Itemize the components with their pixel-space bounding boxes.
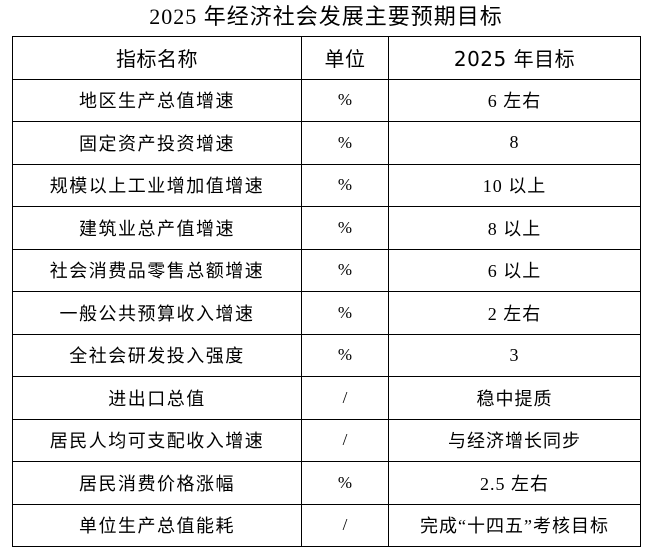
table-row: 地区生产总值增速 % 6 左右	[12, 78, 641, 122]
column-header-target: 2025 年目标	[388, 36, 641, 80]
table-row: 单位生产总值能耗 / 完成“十四五”考核目标	[12, 503, 641, 547]
unit-text: /	[342, 387, 348, 407]
table-row: 居民消费价格涨幅 % 2.5 左右	[12, 461, 641, 505]
unit-text: %	[337, 472, 353, 492]
economic-goals-table: 指标名称 单位 2025 年目标 地区生产总值增速 %	[12, 36, 641, 547]
target-text: 3	[509, 344, 520, 365]
unit-text: %	[337, 132, 353, 152]
table-row: 一般公共预算收入增速 % 2 左右	[12, 291, 641, 335]
unit-text: %	[337, 302, 353, 322]
target-text: 8	[509, 132, 520, 153]
cell-indicator: 一般公共预算收入增速	[12, 291, 302, 335]
indicator-text: 固定资产投资增速	[79, 133, 235, 154]
cell-indicator: 全社会研发投入强度	[12, 333, 302, 377]
indicator-text: 地区生产总值增速	[79, 91, 235, 112]
target-text: 与经济增长同步	[448, 431, 581, 452]
indicator-text: 社会消费品零售总额增速	[49, 261, 265, 282]
unit-text: /	[342, 430, 348, 450]
target-text: 6 左右	[487, 91, 542, 112]
cell-unit: %	[301, 206, 389, 250]
indicator-text: 进出口总值	[108, 388, 206, 409]
target-text: 8 以上	[487, 218, 542, 239]
unit-text: %	[337, 90, 353, 110]
cell-unit: %	[301, 291, 389, 335]
indicator-text: 居民消费价格涨幅	[79, 473, 235, 494]
cell-target: 稳中提质	[388, 376, 641, 420]
cell-indicator: 单位生产总值能耗	[12, 503, 302, 547]
target-text: 10 以上	[482, 176, 547, 197]
cell-target: 与经济增长同步	[388, 418, 641, 462]
page-title: 2025 年经济社会发展主要预期目标	[149, 4, 503, 29]
cell-target: 完成“十四五”考核目标	[388, 503, 641, 547]
cell-indicator: 地区生产总值增速	[12, 78, 302, 122]
unit-text: /	[342, 515, 348, 535]
cell-target: 10 以上	[388, 163, 641, 207]
table-row: 全社会研发投入强度 % 3	[12, 333, 641, 377]
cell-indicator: 社会消费品零售总额增速	[12, 248, 302, 292]
indicator-text: 居民人均可支配收入增速	[49, 431, 265, 452]
table-row: 规模以上工业增加值增速 % 10 以上	[12, 163, 641, 207]
column-header-unit: 单位	[301, 36, 389, 80]
table-row: 居民人均可支配收入增速 / 与经济增长同步	[12, 418, 641, 462]
cell-target: 2.5 左右	[388, 461, 641, 505]
unit-text: %	[337, 345, 353, 365]
cell-target: 6 左右	[388, 78, 641, 122]
cell-indicator: 规模以上工业增加值增速	[12, 163, 302, 207]
target-text: 6 以上	[487, 261, 542, 282]
cell-unit: %	[301, 78, 389, 122]
table-header: 指标名称 单位 2025 年目标	[12, 36, 641, 80]
cell-unit: %	[301, 248, 389, 292]
cell-indicator: 进出口总值	[12, 376, 302, 420]
cell-target: 3	[388, 333, 641, 377]
cell-target: 6 以上	[388, 248, 641, 292]
cell-unit: %	[301, 461, 389, 505]
cell-target: 8	[388, 121, 641, 165]
goals-table-container: 指标名称 单位 2025 年目标 地区生产总值增速 %	[12, 36, 641, 547]
cell-unit: %	[301, 163, 389, 207]
cell-unit: /	[301, 376, 389, 420]
unit-text: %	[337, 175, 353, 195]
cell-unit: /	[301, 418, 389, 462]
unit-text: %	[337, 217, 353, 237]
table-row: 进出口总值 / 稳中提质	[12, 376, 641, 420]
target-text: 稳中提质	[476, 388, 553, 409]
cell-unit: /	[301, 503, 389, 547]
cell-target: 2 左右	[388, 291, 641, 335]
table-row: 固定资产投资增速 % 8	[12, 121, 641, 165]
indicator-text: 建筑业总产值增速	[79, 218, 235, 239]
cell-unit: %	[301, 333, 389, 377]
target-text: 2 左右	[487, 303, 542, 324]
target-text: 完成“十四五”考核目标	[420, 516, 609, 537]
indicator-text: 全社会研发投入强度	[69, 346, 245, 367]
cell-indicator: 居民消费价格涨幅	[12, 461, 302, 505]
table-header-row: 指标名称 单位 2025 年目标	[12, 36, 641, 80]
column-header-target-label: 2025 年目标	[453, 47, 576, 72]
table-row: 建筑业总产值增速 % 8 以上	[12, 206, 641, 250]
table-body: 地区生产总值增速 % 6 左右 固定资产投资增速 %	[12, 78, 641, 547]
indicator-text: 规模以上工业增加值增速	[49, 176, 265, 197]
column-header-unit-label: 单位	[324, 47, 366, 72]
table-row: 社会消费品零售总额增速 % 6 以上	[12, 248, 641, 292]
cell-indicator: 建筑业总产值增速	[12, 206, 302, 250]
column-header-indicator: 指标名称	[12, 36, 302, 80]
cell-indicator: 居民人均可支配收入增速	[12, 418, 302, 462]
cell-target: 8 以上	[388, 206, 641, 250]
cell-indicator: 固定资产投资增速	[12, 121, 302, 165]
cell-unit: %	[301, 121, 389, 165]
target-text: 2.5 左右	[480, 473, 549, 494]
column-header-indicator-label: 指标名称	[116, 47, 198, 72]
indicator-text: 一般公共预算收入增速	[59, 303, 255, 324]
indicator-text: 单位生产总值能耗	[79, 516, 235, 537]
unit-text: %	[337, 260, 353, 280]
